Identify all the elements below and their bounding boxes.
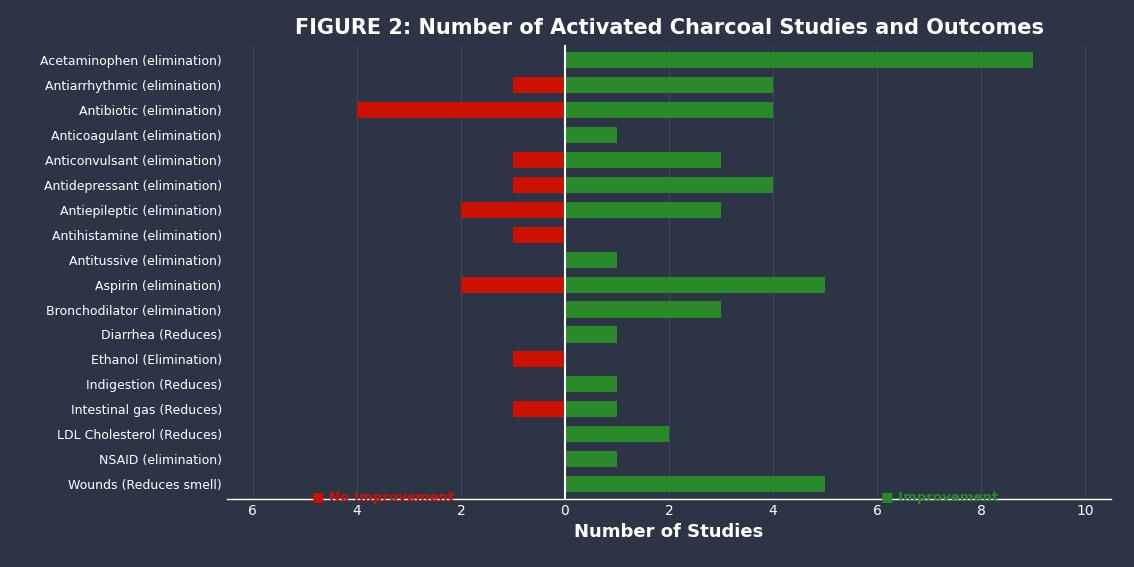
Bar [565, 52, 1033, 69]
Bar [513, 152, 565, 168]
Bar [513, 227, 565, 243]
Text: ■ Improvement: ■ Improvement [881, 491, 998, 504]
Bar [513, 177, 565, 193]
Bar [565, 177, 773, 193]
Bar [460, 277, 565, 293]
Bar [513, 77, 565, 94]
Bar [565, 252, 617, 268]
Bar [565, 202, 721, 218]
Bar [357, 102, 565, 119]
Bar [565, 277, 826, 293]
Bar [565, 127, 617, 143]
Bar [460, 202, 565, 218]
Text: ■ No Improvement: ■ No Improvement [312, 491, 454, 504]
Bar [565, 152, 721, 168]
Bar [565, 426, 669, 442]
Bar [565, 302, 721, 318]
X-axis label: Number of Studies: Number of Studies [575, 523, 763, 541]
Bar [565, 77, 773, 94]
Bar [513, 352, 565, 367]
Bar [565, 376, 617, 392]
Bar [565, 476, 826, 492]
Bar [565, 102, 773, 119]
Bar [513, 401, 565, 417]
Title: FIGURE 2: Number of Activated Charcoal Studies and Outcomes: FIGURE 2: Number of Activated Charcoal S… [295, 18, 1043, 38]
Bar [565, 451, 617, 467]
Bar [565, 401, 617, 417]
Bar [565, 327, 617, 342]
